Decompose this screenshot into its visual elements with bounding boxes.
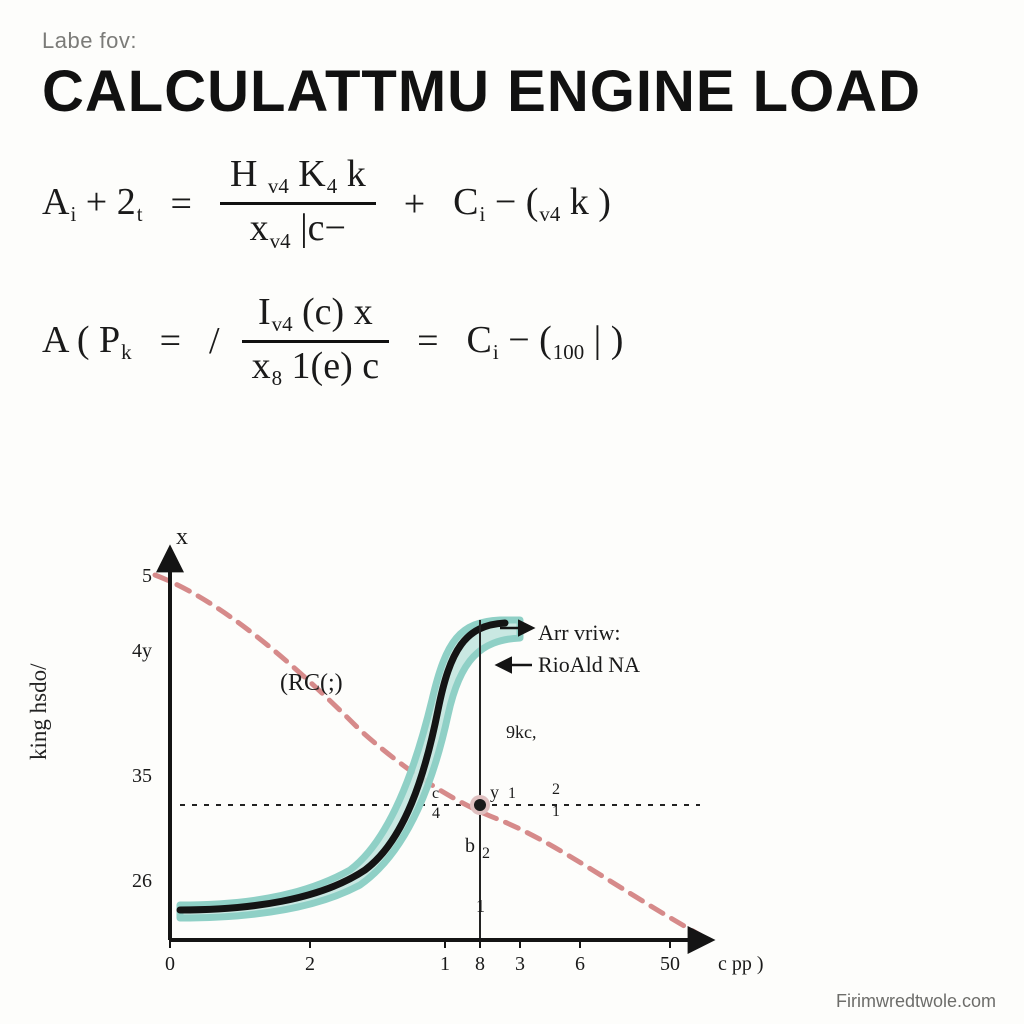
svg-text:8: 8 [475,953,485,975]
formula1-fraction: H v4 K4 k xv4 |c− [220,153,376,255]
chart: 02183650c pp )26354y5x(RC(;)Arr vriw:Rio… [60,520,780,990]
svg-text:(RC(;): (RC(;) [280,670,343,696]
plus-sign: + [398,182,431,226]
page: Labe fov: CALCULATTMU ENGINE LOAD Ai + 2… [0,0,1024,1024]
svg-text:c: c [432,785,439,802]
svg-text:3: 3 [515,953,525,975]
chart-svg: 02183650c pp )26354y5x(RC(;)Arr vriw:Rio… [60,520,780,990]
formula1-rhs: Ci − (v4 k ) [453,180,611,227]
svg-text:2: 2 [305,953,315,975]
formula2-fraction: Iv4 (c) x x8 1(e) c [242,291,390,393]
svg-text:1: 1 [476,896,485,916]
svg-text:26: 26 [132,870,152,892]
svg-text:c pp ): c pp ) [718,953,764,975]
svg-text:5: 5 [142,565,152,587]
footer-watermark: Firimwredtwole.com [836,991,996,1012]
equals-sign: = [411,319,444,363]
main-title: CALCULATTMU ENGINE LOAD [42,58,988,125]
formula1-lhs: Ai + 2t [42,180,143,227]
svg-text:Arr vriw:: Arr vriw: [538,620,620,645]
svg-text:2: 2 [552,781,560,798]
pretitle: Labe fov: [42,28,988,54]
formula-1: Ai + 2t = H v4 K4 k xv4 |c− + Ci − (v4 k… [42,153,988,255]
svg-text:35: 35 [132,765,152,787]
svg-text:6: 6 [575,953,585,975]
formula2-rhs: Ci − (100 | ) [467,318,624,365]
svg-text:4: 4 [432,805,440,822]
svg-text:4y: 4y [132,640,152,662]
svg-text:y: y [490,782,499,802]
svg-text:x: x [176,524,188,550]
slash: / [209,319,220,363]
y-axis-title: king hsdo/ [26,664,52,760]
formula2-lhs: A ( Pk [42,318,132,365]
svg-text:1: 1 [508,785,516,802]
svg-text:50: 50 [660,953,680,975]
svg-text:RioAld NA: RioAld NA [538,652,640,677]
formula-2: A ( Pk = / Iv4 (c) x x8 1(e) c = Ci − (1… [42,291,988,393]
equals-sign: = [154,319,187,363]
svg-text:2: 2 [482,845,490,862]
equals-sign: = [165,182,198,226]
svg-text:9kc,: 9kc, [506,722,537,742]
svg-text:1: 1 [552,803,560,820]
svg-text:0: 0 [165,953,175,975]
svg-text:b: b [465,835,475,857]
svg-text:1: 1 [440,953,450,975]
